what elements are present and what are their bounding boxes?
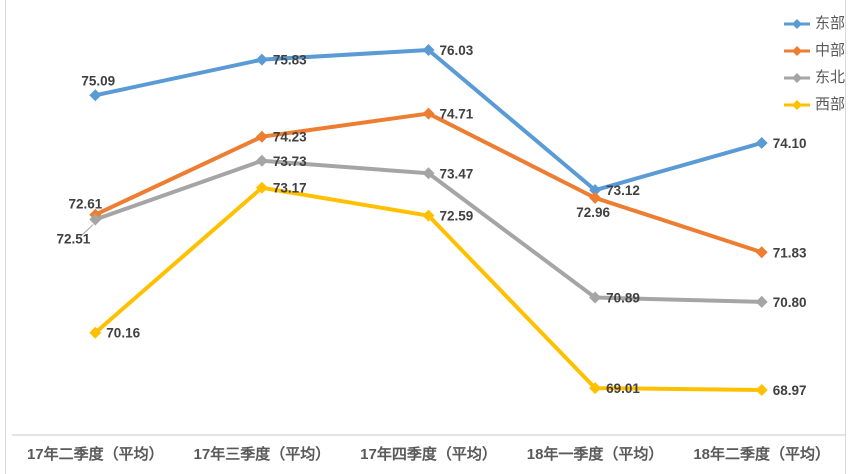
legend-marker-icon-northeast	[784, 72, 810, 83]
marker-west-2	[422, 209, 435, 222]
legend-diamond-east	[792, 18, 802, 29]
marker-northeast-2	[422, 167, 435, 180]
legend-diamond-west	[792, 99, 802, 110]
data-label-northeast-4: 70.80	[773, 295, 807, 310]
data-label-west-2: 72.59	[440, 209, 474, 224]
data-label-central-1: 74.23	[273, 130, 307, 145]
data-label-west-4: 68.97	[773, 383, 807, 398]
data-label-northeast-3: 70.89	[606, 291, 640, 306]
marker-central-2	[422, 107, 435, 120]
chart-right-border	[845, 0, 846, 474]
label-leader-line-northeast	[79, 224, 94, 237]
data-label-east-3: 73.12	[606, 183, 640, 198]
data-label-central-4: 71.83	[773, 245, 807, 260]
marker-northeast-3	[589, 291, 602, 304]
marker-northeast-0	[89, 213, 102, 226]
legend-marker-icon-west	[784, 99, 810, 110]
data-label-northeast-0: 72.51	[57, 232, 91, 247]
data-label-central-2: 74.71	[440, 107, 474, 122]
legend-item-northeast: 东北	[784, 64, 845, 91]
marker-east-3	[589, 184, 602, 197]
data-label-east-2: 76.03	[440, 43, 474, 58]
legend-item-west: 西部	[784, 91, 845, 118]
legend-diamond-northeast	[792, 72, 802, 83]
legend: 东部 中部 东北 西部	[784, 10, 845, 118]
marker-west-4	[755, 384, 768, 397]
legend-diamond-central	[792, 45, 802, 56]
legend-item-central: 中部	[784, 37, 845, 64]
data-label-west-3: 69.01	[606, 381, 640, 396]
legend-label-east: 东部	[815, 15, 846, 32]
legend-marker-icon-east	[784, 18, 810, 29]
data-label-east-1: 75.83	[273, 53, 307, 68]
marker-east-0	[89, 89, 102, 102]
marker-east-2	[422, 44, 435, 56]
marker-central-1	[255, 130, 268, 143]
marker-central-4	[755, 246, 768, 259]
marker-west-3	[589, 382, 602, 395]
data-label-east-0: 75.09	[81, 73, 115, 88]
legend-label-west: 西部	[815, 96, 846, 113]
data-label-northeast-1: 73.73	[273, 154, 307, 169]
legend-label-northeast: 东北	[815, 69, 846, 86]
series-line-northeast	[93, 158, 764, 304]
marker-northeast-4	[755, 295, 768, 308]
data-label-northeast-2: 73.47	[440, 166, 474, 181]
legend-label-central: 中部	[815, 42, 846, 59]
marker-west-0	[89, 326, 102, 339]
data-label-east-4: 74.10	[773, 136, 807, 151]
marker-central-3	[589, 191, 602, 204]
data-label-central-3: 72.96	[576, 205, 610, 220]
data-label-west-1: 73.17	[273, 181, 307, 196]
marker-northeast-1	[255, 154, 268, 167]
data-label-central-0: 72.61	[69, 197, 103, 212]
legend-marker-icon-central	[784, 45, 810, 56]
chart-left-border	[5, 0, 6, 474]
legend-item-east: 东部	[784, 10, 845, 37]
data-label-west-0: 70.16	[106, 326, 140, 341]
marker-east-1	[255, 53, 268, 66]
marker-east-4	[755, 136, 768, 149]
marker-west-1	[255, 181, 268, 194]
